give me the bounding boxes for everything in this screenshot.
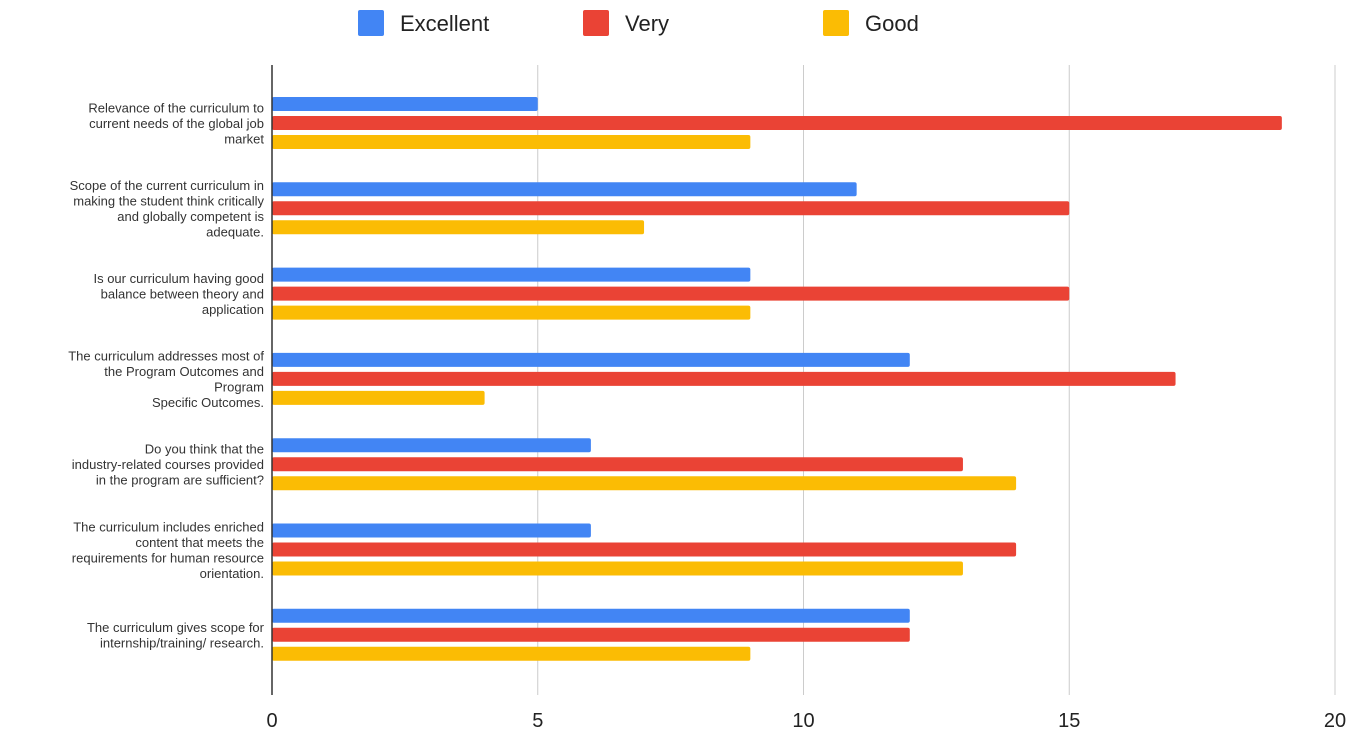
x-tick-label: 15 [1058,710,1080,731]
x-tick-label: 10 [792,710,814,731]
category-label: Is our curriculum having good [93,271,264,286]
category-label: The curriculum gives scope for [87,620,265,635]
category-label: orientation. [200,566,264,581]
bar-very-6 [272,627,910,642]
bar-very-0 [272,116,1282,130]
bar-very-2 [272,286,1070,301]
bar-excellent-5 [272,523,591,538]
category-label: Specific Outcomes. [152,395,264,410]
bar-very-3 [272,371,1176,386]
bar-good-2 [272,305,751,320]
bar-very-5 [272,542,1017,557]
category-label: content that meets the [135,535,264,550]
category-label: Relevance of the curriculum to [88,101,264,116]
category-label: balance between theory and [101,287,264,302]
legend-label-good: Good [865,11,919,36]
bar-good-3 [272,390,485,405]
category-label: adequate. [206,225,264,240]
bar-very-4 [272,457,963,472]
category-label: and globally competent is [117,209,264,224]
category-label: The curriculum addresses most of [68,349,264,364]
legend-swatch-good [823,10,849,36]
bar-excellent-6 [272,608,910,623]
x-tick-label: 0 [266,710,277,731]
bar-good-4 [272,476,1017,491]
bar-good-5 [272,561,963,576]
category-label: making the student think critically [73,194,264,209]
category-label: market [224,132,264,147]
bar-good-1 [272,220,645,235]
category-label: industry-related courses provided [72,457,264,472]
bar-very-1 [272,201,1070,216]
category-label: in the program are sufficient? [96,473,264,488]
bar-good-6 [272,646,751,661]
legend-swatch-excellent [358,10,384,36]
x-tick-label: 5 [532,710,543,731]
category-label: The curriculum includes enriched [73,519,264,534]
category-label: Scope of the current curriculum in [70,178,264,193]
bar-excellent-0 [272,97,538,111]
bar-good-0 [272,135,751,149]
category-label: internship/training/ research. [100,636,264,651]
category-label: the Program Outcomes and [104,364,264,379]
legend-swatch-very [583,10,609,36]
category-label: current needs of the global job [89,116,264,131]
x-tick-label: 20 [1324,710,1346,731]
category-label: requirements for human resource [72,550,264,565]
category-label: application [202,302,264,317]
category-label: Do you think that the [145,442,264,457]
category-label: Program [214,380,264,395]
legend-label-very: Very [625,11,669,36]
bar-excellent-1 [272,182,857,197]
bar-excellent-3 [272,352,910,367]
bar-excellent-4 [272,438,591,453]
legend-label-excellent: Excellent [400,11,489,36]
bar-excellent-2 [272,267,751,282]
